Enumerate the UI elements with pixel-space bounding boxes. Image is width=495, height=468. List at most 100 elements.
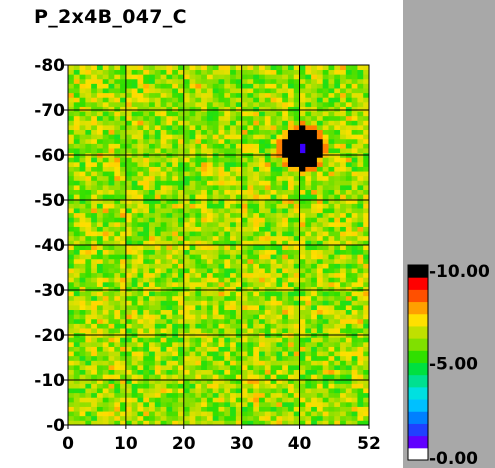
heatmap-cell (264, 411, 271, 417)
heatmap-cell (241, 208, 248, 214)
heatmap-cell (357, 300, 364, 306)
heatmap-cell (108, 166, 115, 172)
heatmap-cell (160, 69, 167, 75)
heatmap-cell (183, 115, 190, 121)
heatmap-cell (96, 420, 104, 426)
heatmap-cell (241, 397, 248, 403)
heatmap-cell (305, 189, 312, 195)
heatmap-cell (247, 203, 254, 209)
heatmap-cell (316, 171, 324, 177)
heatmap-cell (137, 88, 144, 94)
heatmap-cell (212, 323, 219, 329)
heatmap-cell (293, 208, 300, 214)
heatmap-cell (345, 208, 353, 214)
heatmap-cell (160, 235, 167, 241)
heatmap-cell (160, 148, 167, 154)
heatmap-cell (328, 360, 335, 366)
colorbar-segment (408, 350, 428, 363)
heatmap-cell (149, 97, 156, 103)
heatmap-cell (334, 115, 341, 121)
heatmap-cell (189, 129, 196, 135)
heatmap-cell (224, 305, 231, 311)
heatmap-cell (160, 420, 167, 426)
heatmap-cell (235, 258, 243, 264)
heatmap-cell (259, 157, 266, 163)
heatmap-cell (264, 281, 271, 287)
heatmap-cell (212, 291, 219, 297)
heatmap-cell (351, 157, 358, 163)
heatmap-cell (218, 360, 225, 366)
heatmap-cell (73, 397, 80, 403)
heatmap-cell (137, 69, 144, 75)
heatmap-cell (282, 198, 289, 204)
heatmap-cell (363, 129, 370, 135)
heatmap-cell (282, 148, 289, 154)
heatmap-cell (166, 355, 173, 361)
heatmap-cell (108, 157, 115, 163)
heatmap-cell (79, 249, 86, 255)
heatmap-cell (276, 101, 283, 107)
heatmap-cell (201, 341, 208, 347)
heatmap-cell (235, 69, 243, 75)
heatmap-cell (235, 208, 243, 214)
heatmap-cell (345, 166, 353, 172)
heatmap-cell (206, 374, 214, 380)
heatmap-cell (299, 295, 306, 301)
heatmap-cell (241, 406, 248, 412)
heatmap-cell (201, 194, 208, 200)
heatmap-cell (287, 189, 295, 195)
heatmap-cell (276, 240, 283, 246)
heatmap-cell (131, 189, 138, 195)
heatmap-cell (270, 420, 277, 426)
heatmap-cell (363, 254, 370, 260)
heatmap-cell (160, 194, 167, 200)
heatmap-cell (276, 175, 283, 181)
heatmap-cell (125, 161, 133, 167)
heatmap-cell (345, 360, 353, 366)
heatmap-cell (259, 286, 266, 292)
heatmap-cell (183, 138, 190, 144)
heatmap-cell (85, 295, 92, 301)
heatmap-cell (264, 392, 271, 398)
heatmap-cell (334, 328, 341, 334)
heatmap-cell (108, 97, 115, 103)
heatmap-cell (293, 125, 300, 131)
heatmap-cell (357, 221, 364, 227)
heatmap-cell (131, 125, 138, 131)
heatmap-cell (183, 143, 190, 149)
heatmap-cell (253, 78, 260, 84)
heatmap-cell (73, 245, 80, 251)
heatmap-cell (334, 420, 341, 426)
heatmap-cell (183, 341, 190, 347)
heatmap-cell (328, 392, 335, 398)
heatmap-cell (328, 101, 335, 107)
heatmap-cell (357, 208, 364, 214)
heatmap-cell (363, 369, 370, 375)
heatmap-cell (218, 374, 225, 380)
heatmap-cell (73, 415, 80, 421)
heatmap-cell (328, 291, 335, 297)
heatmap-cell (108, 360, 115, 366)
heatmap-cell (131, 318, 138, 324)
heatmap-cell (311, 106, 318, 112)
heatmap-cell (305, 337, 312, 343)
heatmap-cell (96, 360, 104, 366)
heatmap-cell (189, 300, 196, 306)
heatmap-cell (160, 83, 167, 89)
heatmap-cell (287, 120, 295, 126)
heatmap-cell (259, 69, 266, 75)
heatmap-cell (201, 65, 208, 71)
heatmap-cell (276, 97, 283, 103)
heatmap-cell (270, 129, 277, 135)
heatmap-cell (154, 212, 162, 218)
heatmap-cell (114, 323, 121, 329)
heatmap-cell (328, 226, 335, 232)
heatmap-cell (183, 369, 190, 375)
heatmap-cell (154, 258, 162, 264)
heatmap-cell (259, 198, 266, 204)
heatmap-cell (85, 286, 92, 292)
heatmap-cell (212, 92, 219, 98)
heatmap-cell (212, 328, 219, 334)
heatmap-cell (206, 194, 214, 200)
heatmap-cell (311, 383, 318, 389)
